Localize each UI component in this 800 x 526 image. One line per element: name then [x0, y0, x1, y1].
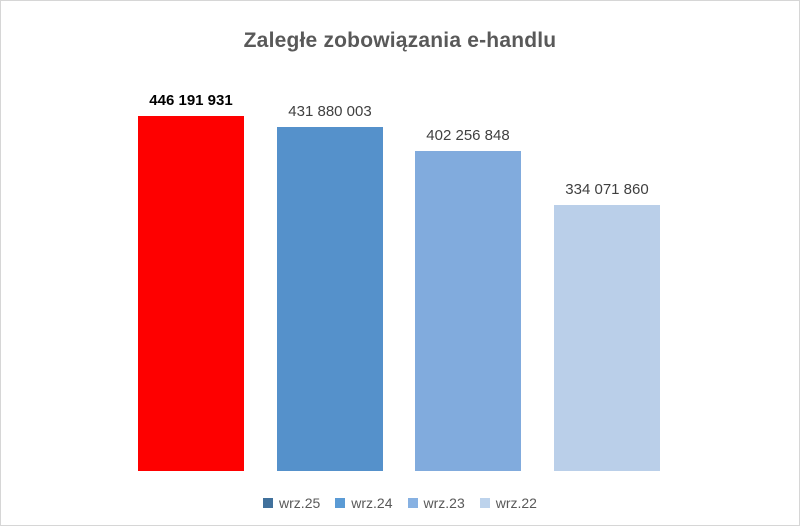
bar-value-label-wrz.22: 334 071 860: [565, 180, 649, 198]
legend-label: wrz.23: [423, 495, 465, 511]
bar-value-label-wrz.23: 402 256 848: [426, 126, 510, 144]
legend-label: wrz.24: [351, 495, 393, 511]
legend-swatch-icon: [479, 498, 490, 508]
legend-item-wrz.24: wrz.24: [335, 495, 393, 511]
bar-value-label-wrz.25: 446 191 931: [149, 91, 233, 109]
bar-wrz.25: [138, 116, 244, 471]
legend-label: wrz.25: [279, 495, 321, 511]
legend-item-wrz.25: wrz.25: [263, 495, 320, 511]
bar-wrz.22: [554, 205, 660, 471]
chart-title: Zaległe zobowiązania e-handlu: [243, 29, 557, 52]
legend-item-wrz.23: wrz.23: [407, 495, 465, 511]
legend: wrz.25 wrz.24 wrz.23 wrz.22: [1, 495, 799, 511]
bar-wrz.24: [277, 127, 383, 471]
bar-wrz.23: [415, 151, 521, 471]
bar-group-wrz.24: 431 880 003: [277, 102, 383, 471]
legend-swatch-icon: [263, 498, 274, 508]
bar-group-wrz.23: 402 256 848: [415, 126, 521, 471]
legend-item-wrz.22: wrz.22: [479, 495, 537, 511]
bar-group-wrz.25: 446 191 931: [138, 91, 244, 471]
bar-group-wrz.22: 334 071 860: [554, 180, 660, 471]
plot-area: 446 191 931 431 880 003 402 256 848 334 071…: [1, 51, 799, 471]
legend-swatch-icon: [335, 498, 346, 508]
legend-swatch-icon: [407, 498, 418, 508]
legend-label: wrz.22: [495, 495, 537, 511]
bar-value-label-wrz.24: 431 880 003: [288, 102, 372, 120]
